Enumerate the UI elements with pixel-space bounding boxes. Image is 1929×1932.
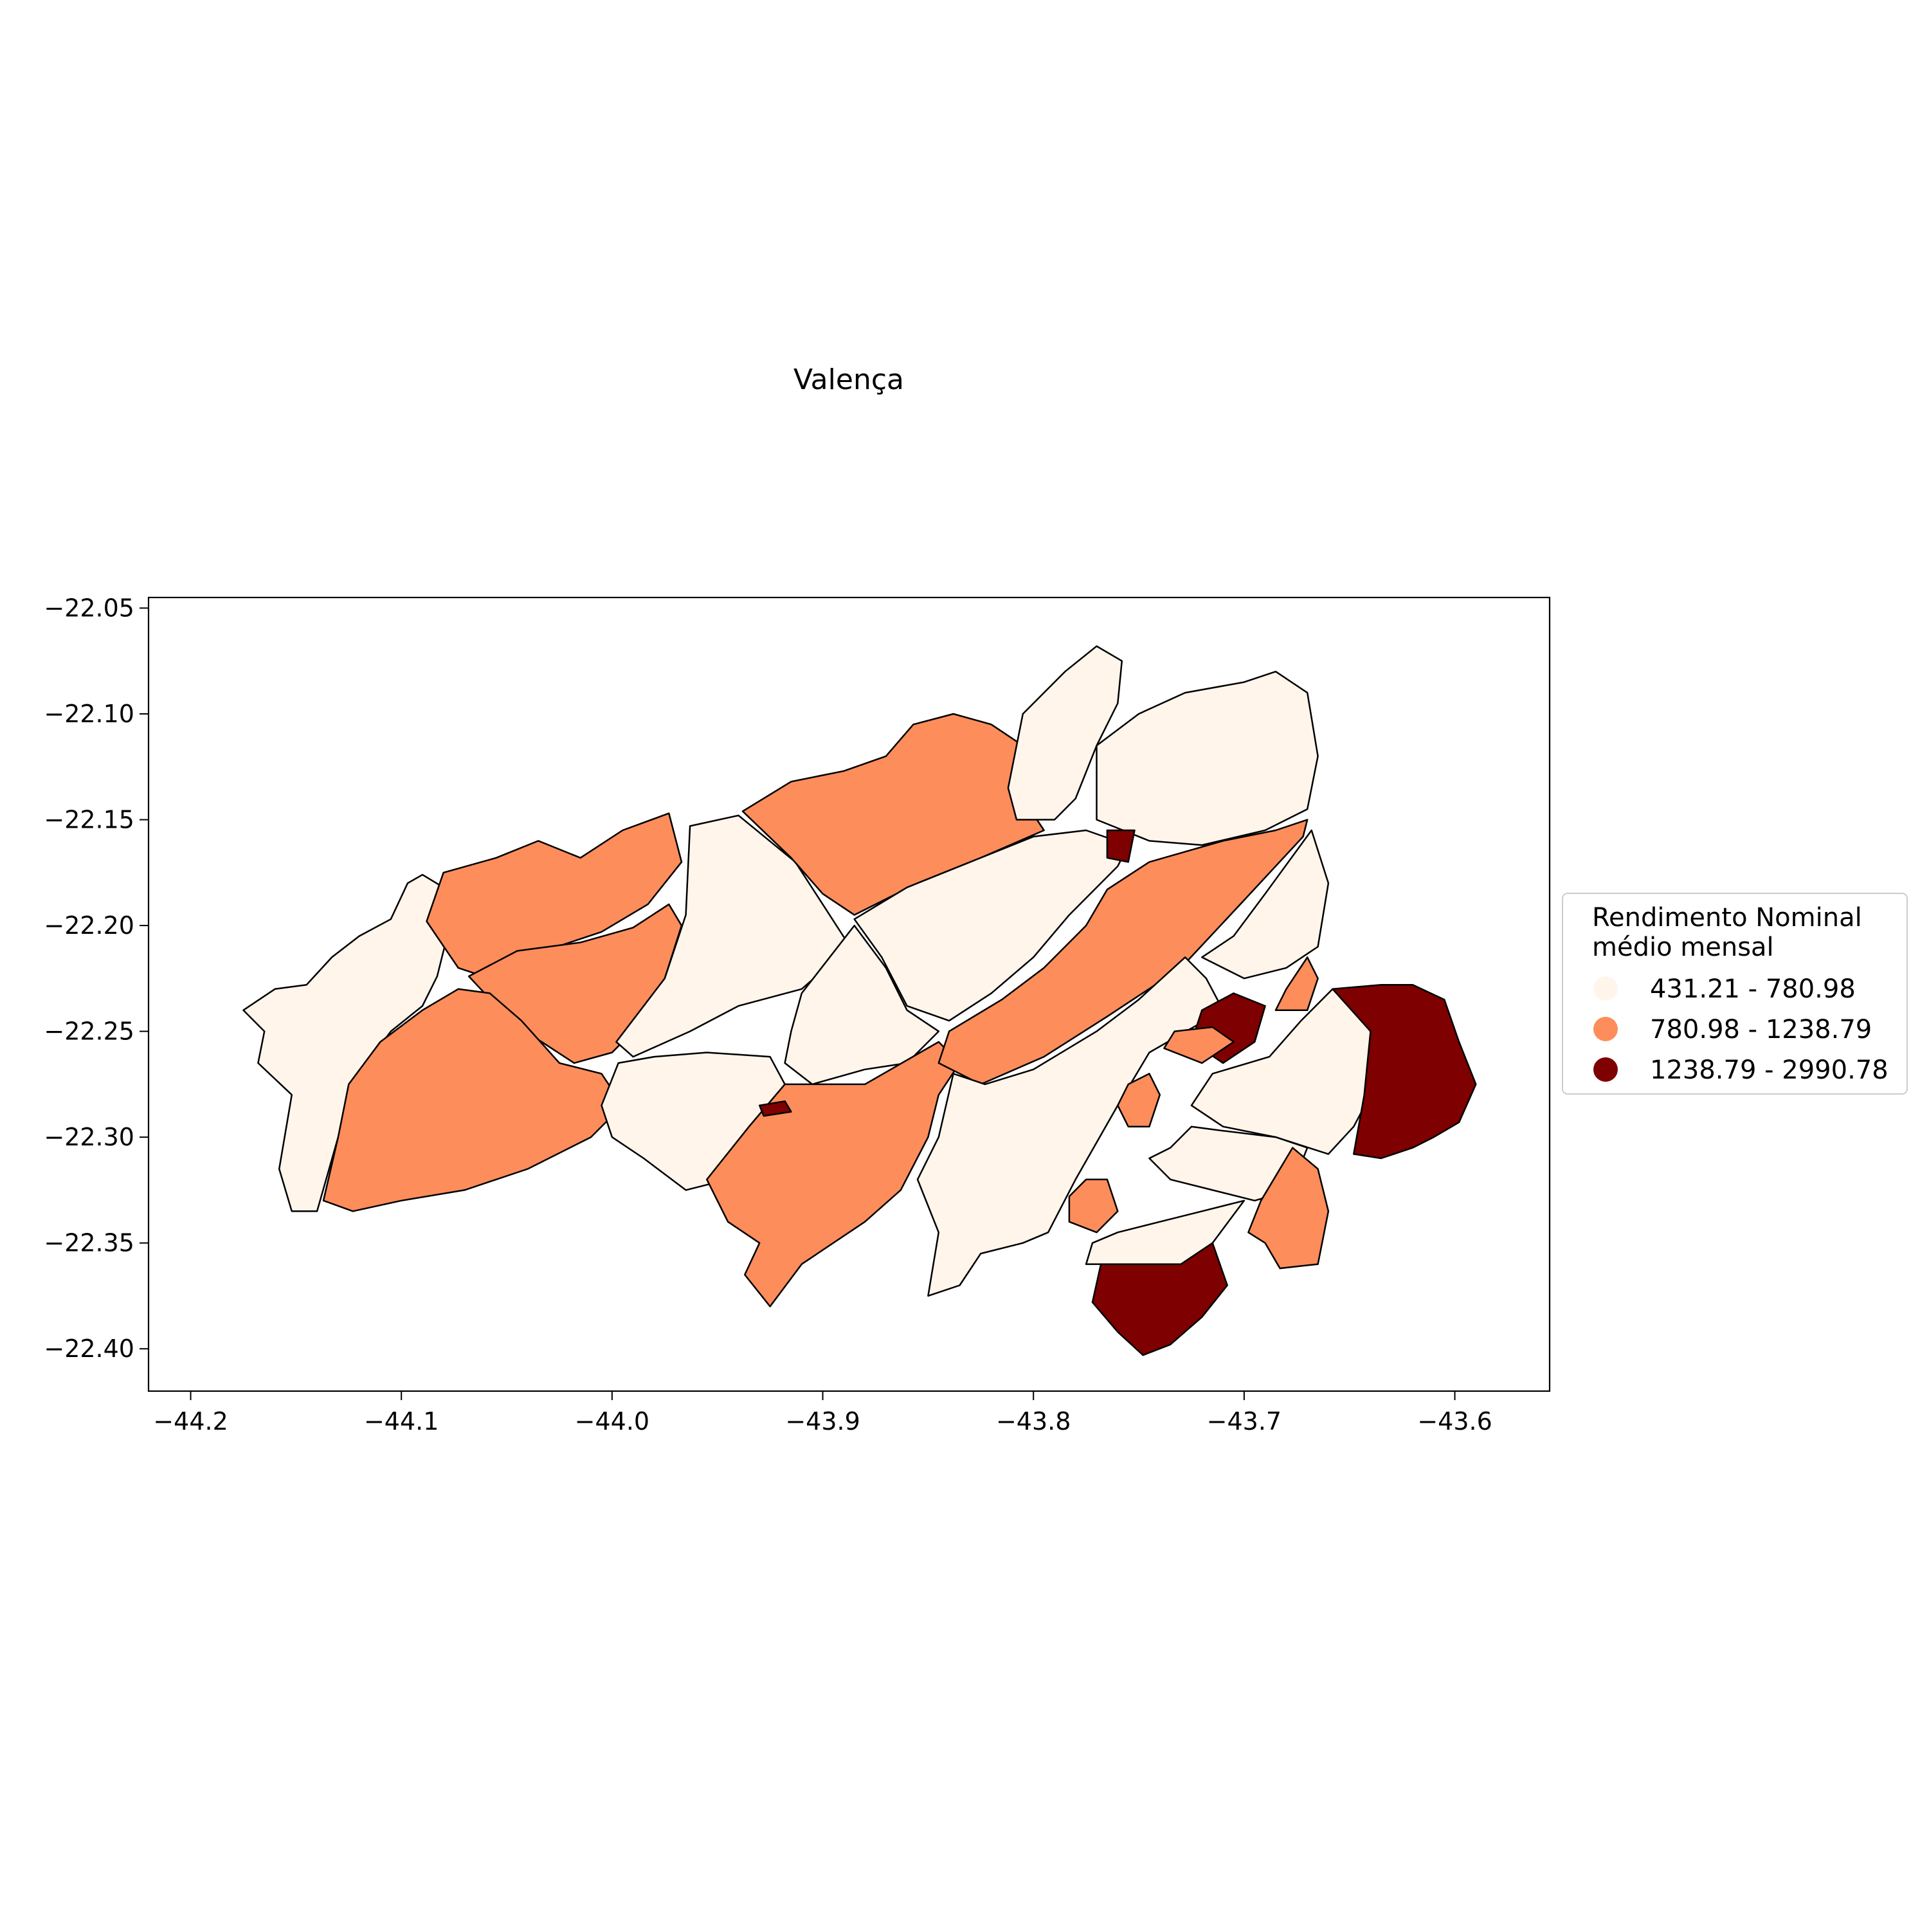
region-4 [322,988,624,1212]
x-tick-label: −43.7 [1207,1407,1281,1435]
region-16 [758,1100,792,1117]
region-15 [1106,829,1136,863]
y-tick-label: −22.25 [44,1017,134,1046]
x-tick-label: −44.0 [575,1407,649,1435]
x-tick-label: −44.1 [364,1407,439,1435]
x-tick-label: −43.6 [1417,1407,1492,1435]
x-tick-label: −43.9 [785,1407,860,1435]
plot-frame [147,596,1551,1392]
region-23 [1148,1125,1309,1202]
region-14 [1096,670,1319,846]
region-27 [1068,1178,1119,1234]
legend-title-line2: médio mensal [1592,933,1774,962]
x-tick-label: −44.2 [153,1407,228,1435]
y-tick-label: −22.05 [44,594,134,622]
y-tick-label: −22.30 [44,1123,134,1151]
y-tick-label: −22.40 [44,1335,134,1363]
region-24 [1247,1147,1330,1270]
region-22 [1332,983,1477,1160]
legend-label-1: 431.21 - 780.98 [1650,974,1856,1004]
y-tick-label: −22.20 [44,911,134,940]
map-title: Valença [793,363,904,396]
x-axis: −44.2 −44.1 −44.0 −43.9 −43.8 −43.7 −43.6 [153,1391,1492,1435]
legend: Rendimento Nominal médio mensal 431.21 -… [1562,893,1908,1095]
y-tick-label: −22.15 [44,806,134,834]
region-19 [1163,1026,1235,1064]
legend-label-2: 780.98 - 1238.79 [1650,1015,1872,1044]
region-7 [853,829,1129,1022]
region-20 [1274,956,1319,1011]
y-tick-label: −22.10 [44,700,134,728]
region-26 [1085,1199,1245,1265]
legend-label-3: 1238.79 - 2990.78 [1650,1055,1888,1085]
region-11 [937,819,1309,1086]
region-17 [1201,829,1330,980]
legend-swatch-2 [1593,1017,1618,1041]
y-tick-label: −22.35 [44,1229,134,1257]
region-1 [242,873,451,1212]
legend-frame [1562,893,1908,1095]
x-tick-label: −43.8 [996,1407,1071,1435]
regions-layer [242,645,1477,1356]
region-12 [916,956,1224,1297]
region-8 [784,924,940,1086]
legend-items: 431.21 - 780.98 780.98 - 1238.79 1238.79 -… [1593,974,1888,1085]
legend-swatch-1 [1593,976,1618,1001]
legend-swatch-3 [1593,1057,1618,1082]
y-axis: −22.05 −22.10 −22.15 −22.20 −22.25 −22.30 −22.… [44,594,149,1363]
region-28 [1117,1073,1161,1127]
legend-title-line1: Rendimento Nominal [1592,903,1862,933]
